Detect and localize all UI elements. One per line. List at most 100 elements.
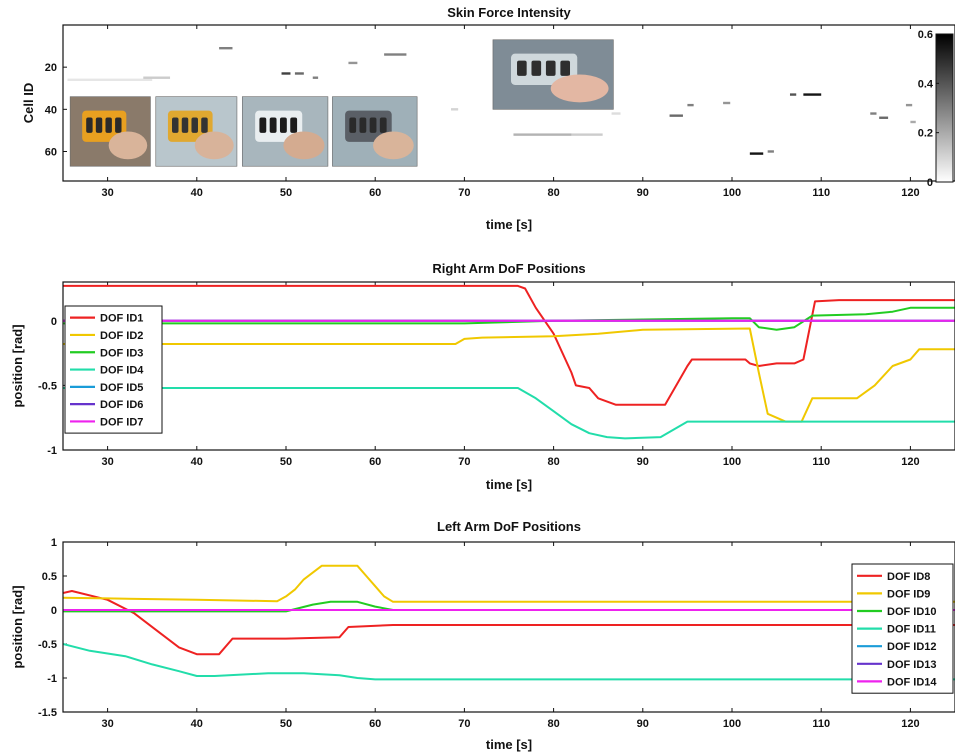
x-tick-label: 100	[723, 718, 741, 730]
y-tick-label: -0.5	[38, 639, 57, 651]
photo-sensor-cell	[379, 117, 387, 133]
y-tick-label: 1	[51, 537, 57, 549]
panel-1: Skin Force Intensity time [s] Cell ID 30 40 5…	[21, 5, 955, 232]
photo-sensor-cell	[259, 117, 267, 133]
colorbar-tick-label: 0.2	[918, 128, 933, 140]
series-line-dof-id9	[63, 564, 955, 603]
legend-label: DOF ID9	[887, 588, 930, 600]
photo-border	[155, 96, 238, 167]
colorbar-tick-label: 0	[927, 177, 933, 189]
x-tick-label: 90	[637, 187, 649, 199]
y-axis-label: position [rad]	[10, 324, 25, 407]
y-tick-label: 40	[45, 104, 57, 116]
heatmap-cell	[767, 150, 774, 153]
photo-inset	[155, 96, 238, 167]
legend-label: DOF ID13	[887, 659, 937, 671]
heatmap-cell	[281, 72, 291, 75]
panel-2: Right Arm DoF Positions time [s] position …	[10, 261, 955, 492]
photo-robot-part	[167, 110, 213, 142]
x-tick-label: 80	[547, 718, 559, 730]
x-tick-label: 120	[901, 456, 919, 468]
heatmap-cell	[348, 61, 358, 65]
photo-hand	[373, 131, 414, 160]
x-tick-label: 70	[458, 718, 470, 730]
x-tick-label: 70	[458, 456, 470, 468]
x-axis-label: time [s]	[486, 737, 532, 752]
photo-sensor-cell	[531, 60, 542, 76]
series-line-dof-id4	[63, 387, 955, 440]
x-tick-label: 50	[280, 718, 292, 730]
heatmap-cell	[879, 116, 889, 119]
colorbar-gradient	[935, 33, 954, 183]
legend: DOF ID8 DOF ID9 DOF ID10 DOF ID11 DOF ID12 DO…	[851, 563, 954, 694]
legend-label: DOF ID4	[100, 365, 144, 377]
plot-background	[63, 542, 955, 712]
x-tick-label: 50	[280, 187, 292, 199]
x-tick-label: 100	[723, 456, 741, 468]
series-lines	[63, 564, 955, 681]
series-lines	[63, 284, 955, 440]
chart-title: Left Arm DoF Positions	[437, 519, 581, 534]
photo-sensor-cell	[181, 117, 189, 133]
y-tick-label: -1.5	[38, 707, 57, 719]
y-tick-label: 0	[51, 316, 57, 328]
x-tick-label: 120	[901, 718, 919, 730]
panel-3: Left Arm DoF Positions time [s] position […	[10, 519, 955, 752]
legend-label: DOF ID6	[100, 399, 143, 411]
heatmap-cell	[803, 93, 822, 96]
photo-sensor-cell	[86, 117, 93, 133]
x-tick-label: 100	[723, 187, 741, 199]
x-tick-label: 80	[547, 456, 559, 468]
series-line-dof-id10	[63, 600, 955, 613]
legend-label: DOF ID7	[100, 416, 143, 428]
photo-sensor-cell	[369, 117, 377, 133]
x-tick-label: 110	[812, 718, 830, 730]
chart-title: Right Arm DoF Positions	[432, 261, 585, 276]
legend-label: DOF ID5	[100, 382, 143, 394]
photo-sensor-cell	[349, 117, 357, 133]
heatmap-cell	[789, 93, 797, 96]
heatmap-cell	[384, 53, 407, 56]
series-line-dof-id8	[63, 590, 955, 656]
legend-label: DOF ID14	[887, 676, 937, 688]
photo-border	[69, 96, 151, 167]
y-tick-label: -0.5	[38, 380, 57, 392]
photo-hand	[550, 74, 609, 103]
x-axis-label: time [s]	[486, 217, 532, 232]
legend-label: DOF ID1	[100, 313, 143, 325]
plot-frame	[62, 24, 955, 182]
y-axis-label: position [rad]	[10, 585, 25, 668]
plot-frame	[62, 541, 955, 713]
x-tick-label: 110	[812, 456, 830, 468]
x-tick-label: 60	[369, 456, 381, 468]
heatmap-cell	[905, 103, 913, 107]
x-tick-label: 60	[369, 187, 381, 199]
photo-robot-part	[511, 53, 578, 85]
photo-inset	[69, 96, 151, 167]
heatmap-cell	[611, 112, 621, 115]
x-tick-label: 60	[369, 718, 381, 730]
x-tick-label: 50	[280, 456, 292, 468]
photo-robot-part	[345, 110, 392, 142]
legend-label: DOF ID8	[887, 571, 930, 583]
plot-frame	[62, 281, 955, 451]
photo-sensor-cell	[359, 117, 367, 133]
x-tick-label: 30	[101, 456, 113, 468]
heatmap-cell	[67, 78, 153, 82]
y-tick-label: -1	[47, 673, 57, 685]
heatmap-cell	[143, 76, 171, 79]
colorbar-tick-label: 0.4	[918, 78, 934, 90]
x-tick-label: 30	[101, 718, 113, 730]
chart-title: Skin Force Intensity	[447, 5, 571, 20]
heatmap-cell	[571, 133, 603, 136]
heatmap-cells	[67, 46, 916, 155]
heatmap-cell	[669, 114, 683, 117]
photo-hand	[108, 131, 148, 160]
photo-sensor-cell	[115, 117, 122, 133]
x-tick-label: 30	[101, 187, 113, 199]
y-tick-label: 0	[51, 605, 57, 617]
x-tick-label: 40	[191, 718, 203, 730]
x-tick-label: 40	[191, 456, 203, 468]
legend-label: DOF ID12	[887, 641, 937, 653]
x-tick-label: 80	[547, 187, 559, 199]
